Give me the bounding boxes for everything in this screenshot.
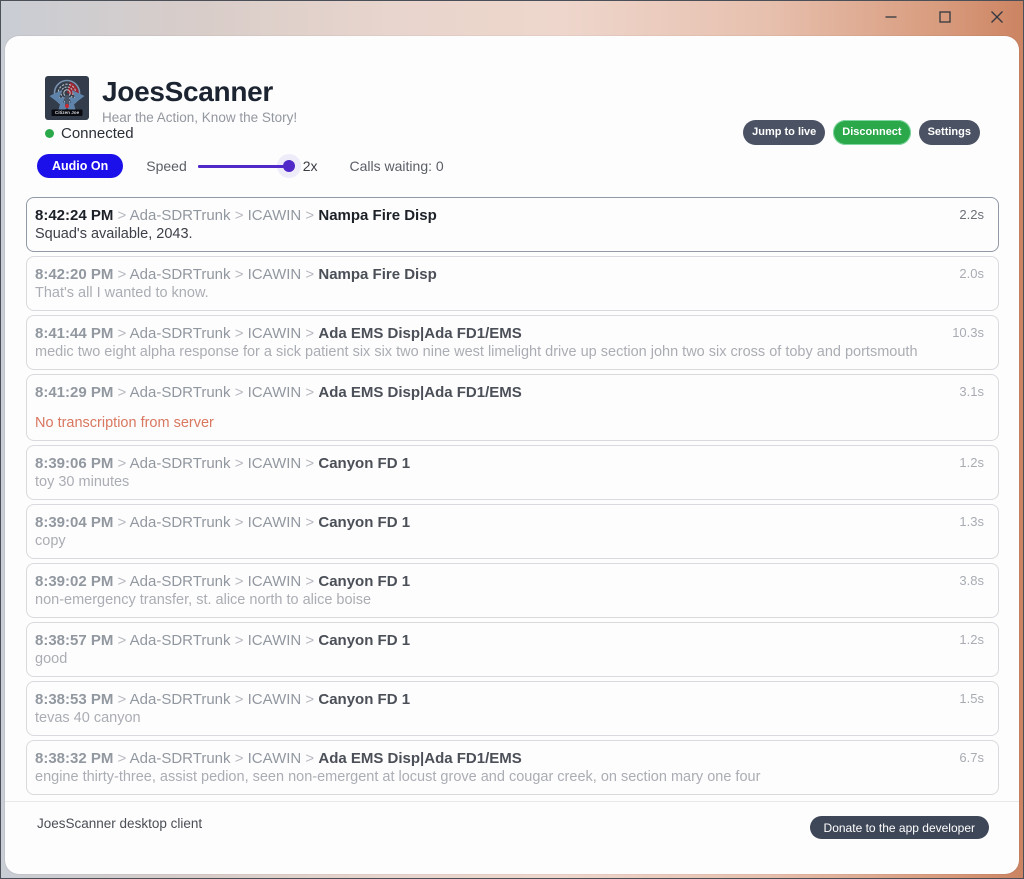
svg-text:Citizen Joe: Citizen Joe bbox=[55, 110, 80, 115]
